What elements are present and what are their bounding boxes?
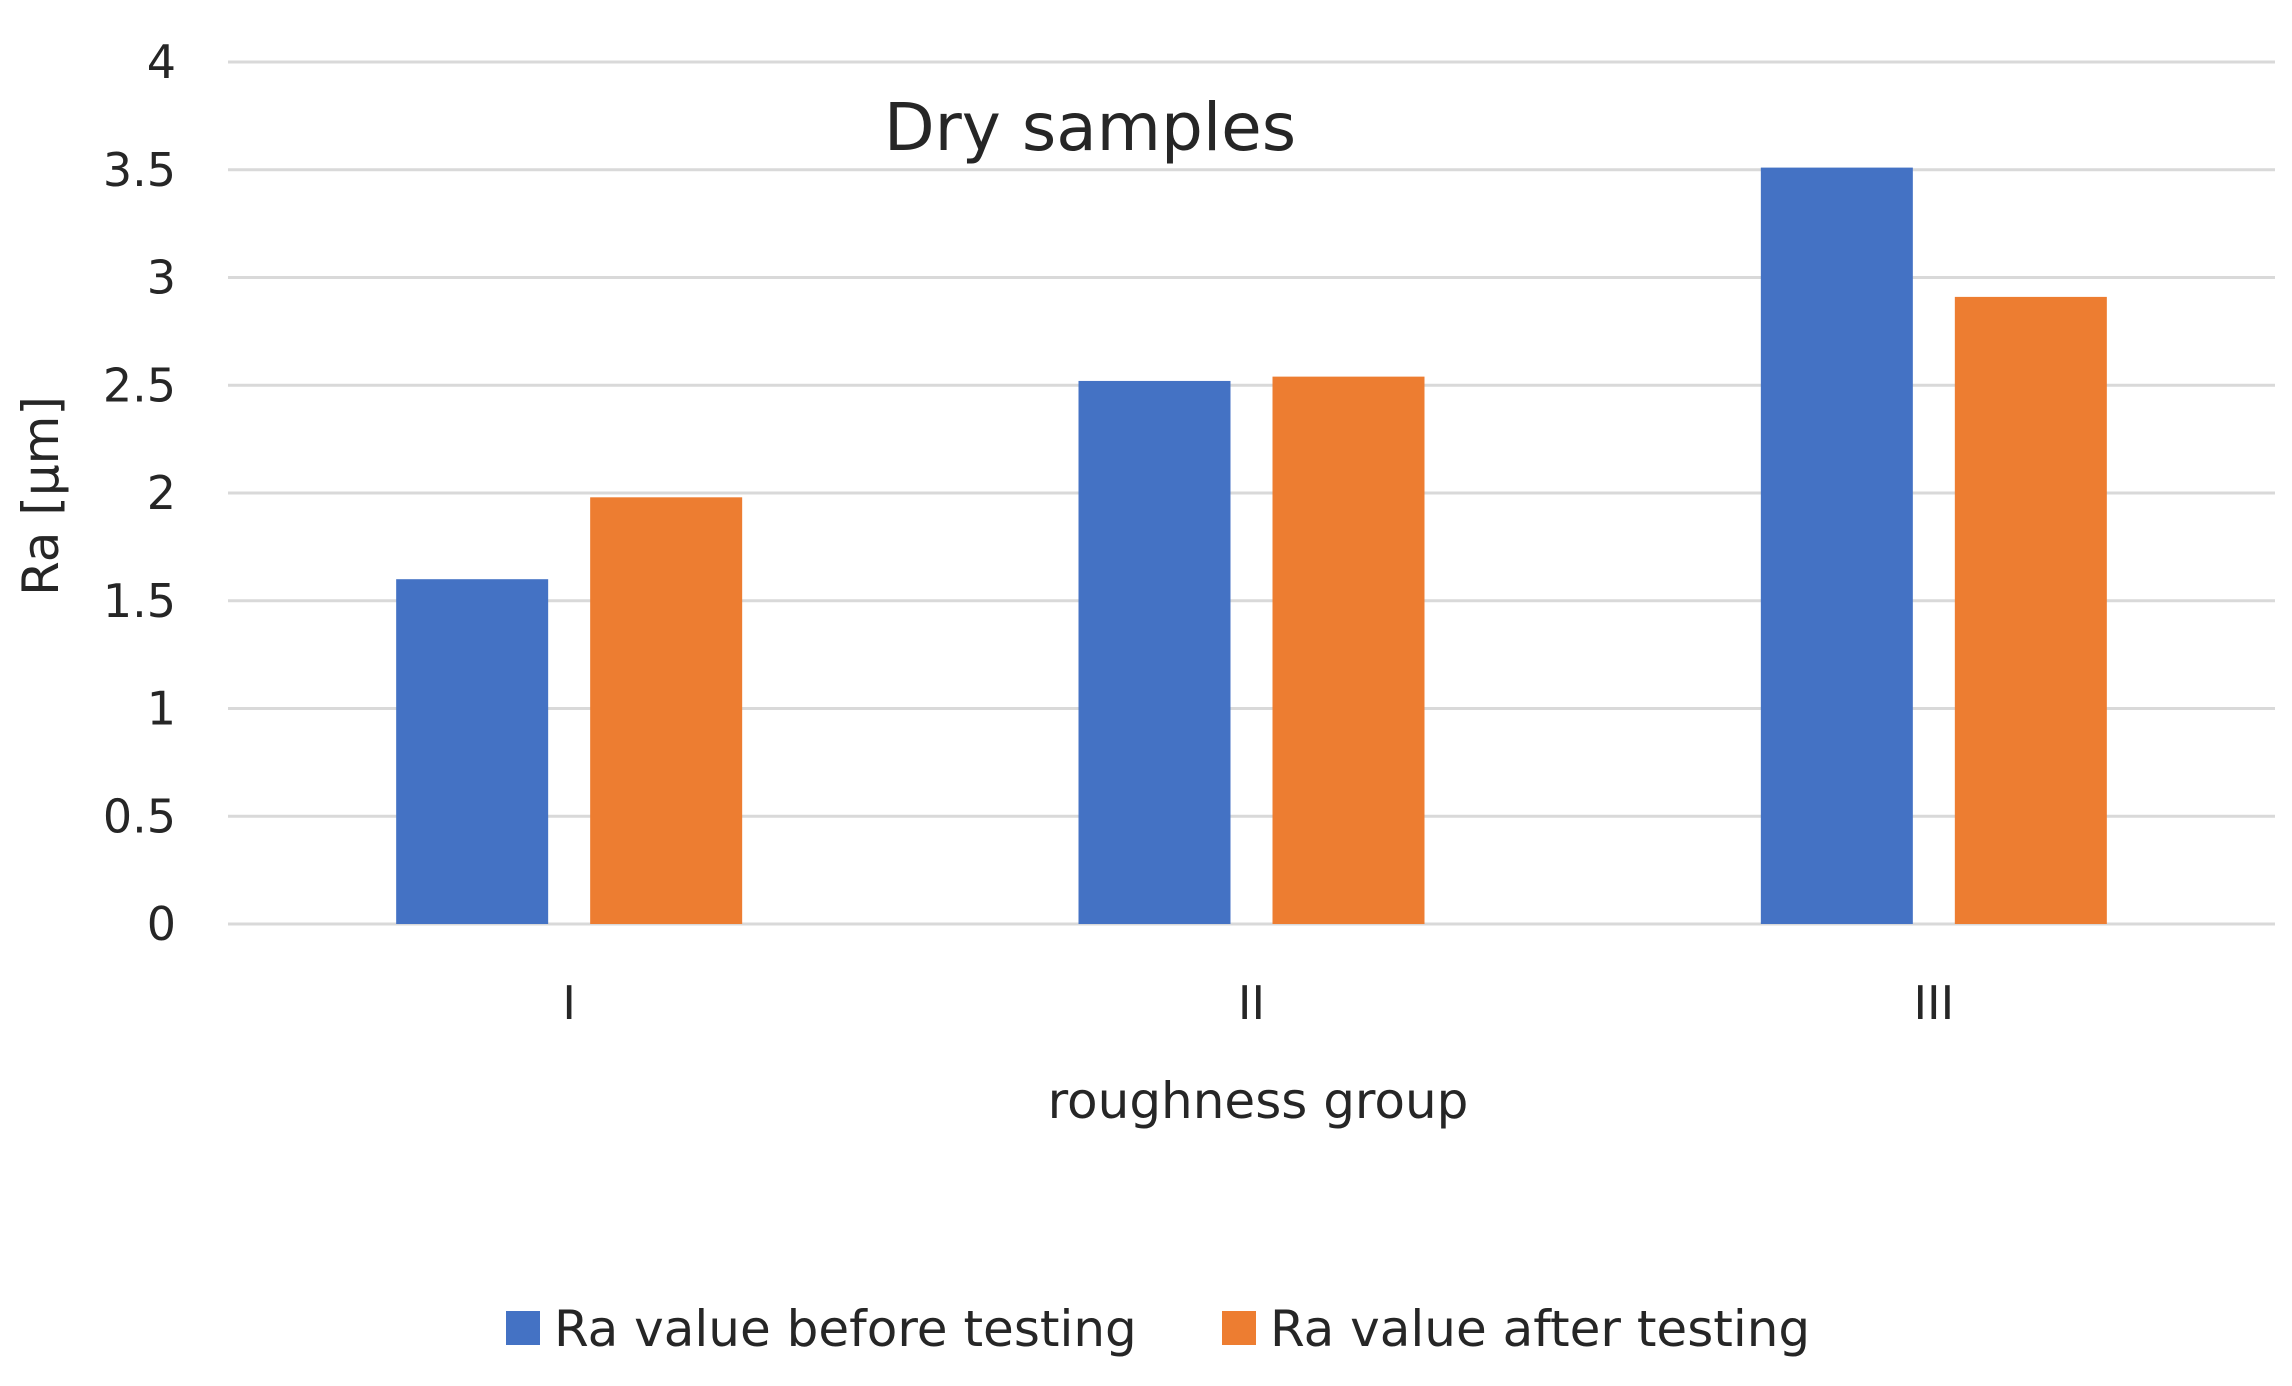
legend-label-before: Ra value before testing — [554, 1300, 1137, 1358]
bar-after-I — [590, 497, 743, 924]
bar-before-III — [1760, 167, 1913, 925]
bar-after-II — [1272, 376, 1425, 924]
y-tick-label: 3.5 — [103, 143, 176, 197]
y-tick-label: 2 — [147, 466, 176, 520]
y-tick-label: 3 — [147, 251, 176, 305]
y-tick-label: 0 — [147, 897, 176, 951]
y-tick-label: 0.5 — [103, 789, 176, 843]
gridlines — [228, 60, 2275, 926]
legend-label-after: Ra value after testing — [1270, 1300, 1810, 1358]
chart-title: Dry samples — [884, 89, 1296, 166]
y-tick-label: 1.5 — [103, 574, 176, 628]
bar-after-III — [1954, 296, 2107, 924]
x-tick-label: III — [1913, 976, 1954, 1030]
y-axis-ticks: 0 0.5 1 1.5 2 2.5 3 3.5 4 — [103, 35, 176, 951]
x-axis-ticks: I II III — [562, 976, 1954, 1030]
legend: Ra value before testing Ra value after t… — [506, 1300, 1810, 1358]
x-tick-label: I — [562, 976, 576, 1030]
y-tick-label: 4 — [147, 35, 176, 89]
y-tick-label: 1 — [147, 682, 176, 736]
x-axis-title: roughness group — [1048, 1072, 1469, 1130]
bar-before-I — [396, 579, 549, 924]
bar-before-II — [1078, 380, 1231, 924]
legend-swatch-before — [506, 1311, 540, 1345]
bars — [396, 167, 2107, 925]
x-tick-label: II — [1238, 976, 1265, 1030]
y-axis-title: Ra [µm] — [12, 396, 70, 596]
y-tick-label: 2.5 — [103, 358, 176, 412]
legend-swatch-after — [1222, 1311, 1256, 1345]
